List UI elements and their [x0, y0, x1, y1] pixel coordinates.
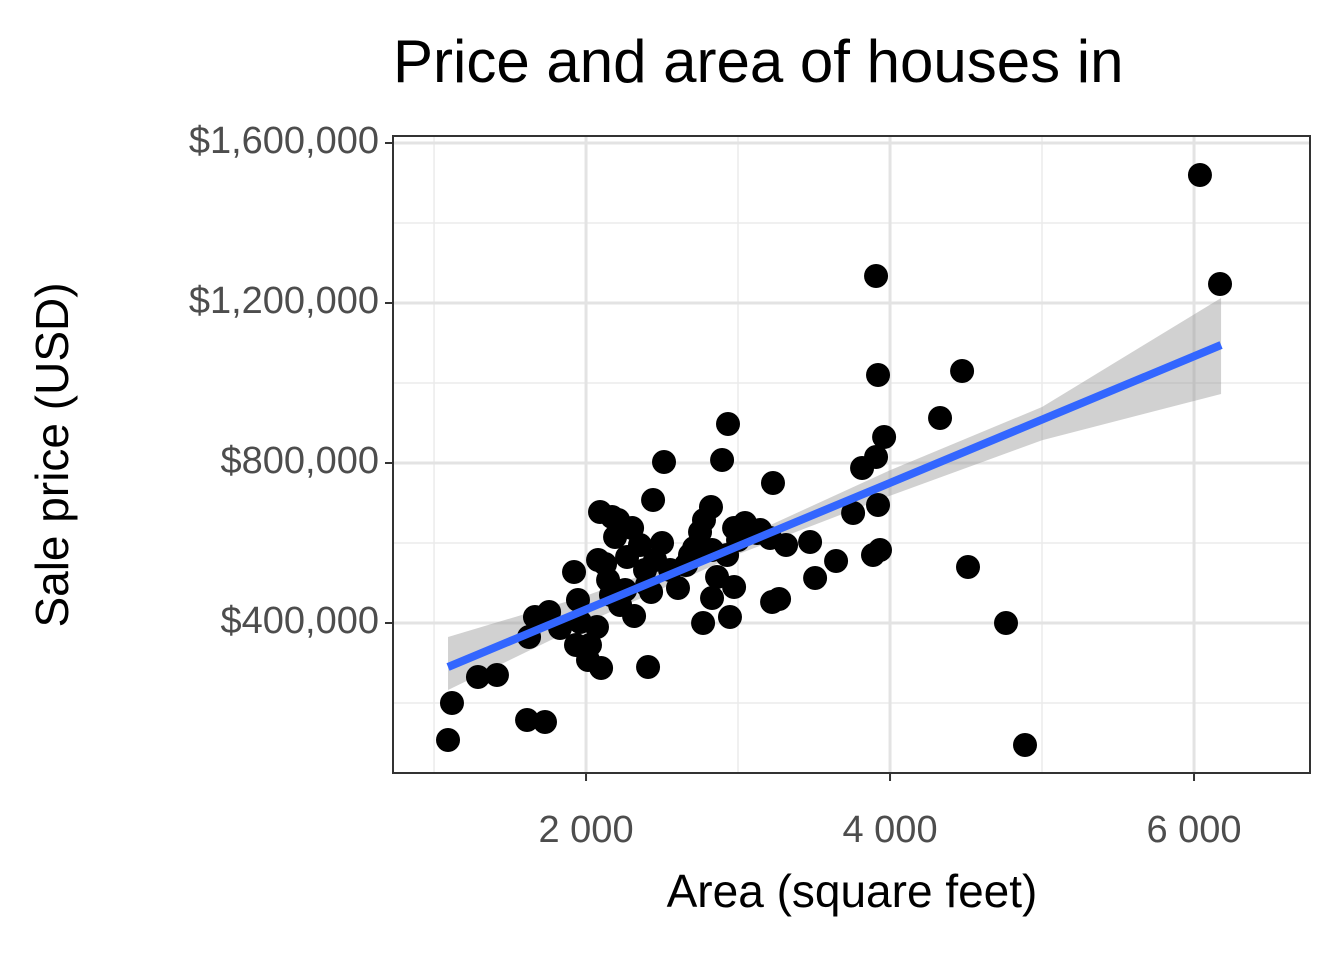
y-axis-title: Sale price (USD): [26, 282, 78, 627]
y-tick-label: $800,000: [221, 440, 380, 482]
y-tick-label: $400,000: [221, 600, 380, 642]
y-tick-label: $1,200,000: [189, 280, 379, 322]
point: [627, 533, 652, 557]
point: [1013, 733, 1038, 757]
point: [436, 728, 461, 752]
point: [774, 533, 799, 557]
point: [1208, 272, 1233, 296]
point: [622, 604, 647, 628]
point: [824, 549, 849, 573]
point: [716, 412, 741, 436]
point: [867, 538, 892, 562]
panel-border: [392, 135, 1311, 774]
point: [532, 710, 557, 734]
chart-title: Price and area of houses in: [393, 28, 1123, 95]
point: [641, 488, 666, 512]
x-tick-label: 4 000: [842, 809, 937, 851]
point: [950, 359, 975, 383]
point: [691, 611, 716, 635]
point: [465, 665, 490, 689]
point: [956, 555, 981, 579]
point: [665, 576, 690, 600]
point: [872, 425, 897, 449]
point: [636, 655, 661, 679]
point: [928, 406, 953, 430]
point: [803, 566, 828, 590]
point: [589, 656, 614, 680]
point: [1187, 163, 1212, 187]
x-tick-label: 2 000: [538, 809, 633, 851]
point: [717, 605, 742, 629]
point: [577, 633, 602, 657]
point: [652, 450, 677, 474]
point: [562, 560, 587, 584]
point: [841, 501, 866, 525]
point: [698, 495, 723, 519]
x-axis-title: Area (square feet): [667, 865, 1038, 917]
point: [700, 586, 725, 610]
point: [798, 530, 823, 554]
point: [439, 691, 464, 715]
point: [586, 548, 611, 572]
point: [994, 611, 1019, 635]
x-tick-label: 6 000: [1146, 809, 1241, 851]
point: [767, 587, 792, 611]
point: [760, 471, 785, 495]
fit-line: [446, 341, 1223, 671]
point: [866, 363, 891, 387]
point: [722, 575, 747, 599]
point: [484, 663, 509, 687]
point: [864, 445, 889, 469]
point: [866, 493, 891, 517]
point: [596, 568, 621, 592]
point: [710, 448, 735, 472]
point: [864, 264, 889, 288]
point: [515, 708, 540, 732]
point: [643, 548, 668, 572]
y-tick-label: $1,600,000: [189, 120, 379, 162]
point: [565, 588, 590, 612]
